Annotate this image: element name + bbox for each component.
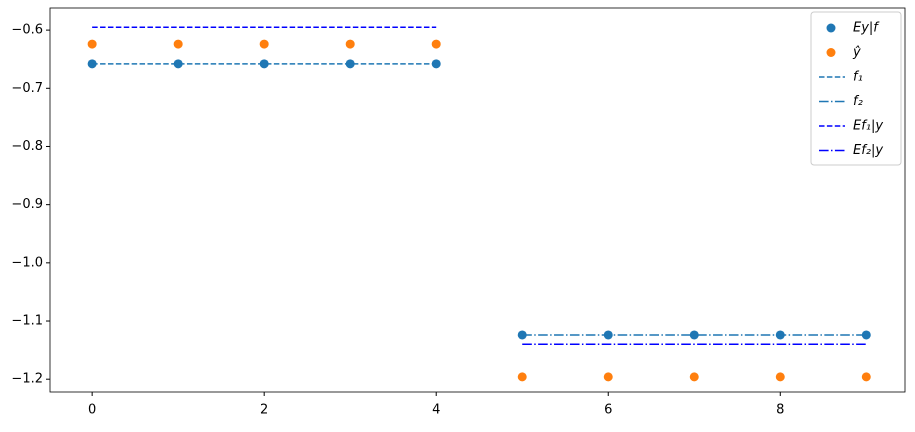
legend-label: f₂ — [853, 94, 863, 109]
legend-marker — [826, 48, 836, 57]
x-tick-label: 8 — [776, 403, 784, 418]
y-tick-label: −1.1 — [11, 314, 43, 329]
point — [173, 39, 183, 49]
y-tick-label: −0.8 — [11, 139, 43, 154]
y-tick-label: −0.6 — [11, 23, 43, 38]
point — [861, 372, 871, 382]
point — [603, 372, 613, 382]
x-tick-label: 6 — [604, 403, 612, 418]
y-tick-label: −0.7 — [11, 81, 43, 96]
legend-marker — [826, 23, 836, 33]
legend-label: f₁ — [853, 70, 863, 85]
legend-label: ŷ — [852, 45, 861, 60]
legend: Ey|f ŷ f₁ f₂ Ef₁|y Ef₂|y — [810, 11, 902, 166]
point — [689, 372, 699, 382]
point — [431, 39, 441, 49]
point — [345, 39, 355, 49]
y-tick-label: −1.2 — [11, 372, 43, 387]
plot-frame — [49, 7, 906, 393]
x-tick-label: 0 — [88, 403, 96, 418]
legend-label: Ef₂|y — [853, 143, 883, 158]
x-tick-label: 2 — [260, 403, 268, 418]
x-tick-label: 4 — [432, 403, 440, 418]
legend-label: Ey|f — [853, 21, 880, 36]
y-tick-label: −0.9 — [11, 197, 43, 212]
y-tick-label: −1.0 — [11, 255, 43, 270]
point — [173, 59, 183, 69]
point — [861, 330, 871, 340]
point — [259, 39, 269, 49]
point — [259, 59, 269, 69]
point — [775, 372, 785, 382]
point — [517, 372, 527, 382]
point — [87, 39, 97, 49]
legend-label: Ef₁|y — [853, 119, 883, 134]
